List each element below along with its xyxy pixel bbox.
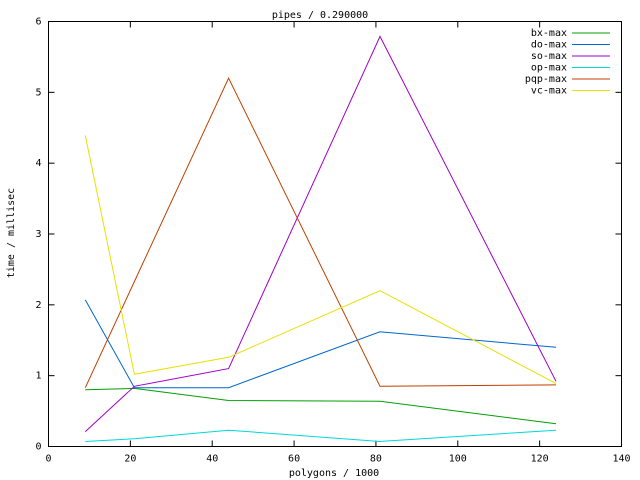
x-tick-label: 100 <box>449 454 467 465</box>
legend-label: so-max <box>531 51 567 62</box>
y-tick-label: 4 <box>35 158 41 169</box>
y-tick-label: 5 <box>35 87 41 98</box>
x-tick-label: 120 <box>531 454 549 465</box>
y-axis-label: time / millisec <box>6 188 17 278</box>
series-line <box>84 135 557 384</box>
series-line <box>84 35 557 432</box>
chart-title: pipes / 0.290000 <box>272 10 368 21</box>
y-tick-label: 1 <box>35 371 41 382</box>
series-line <box>85 429 557 443</box>
y-tick-label: 0 <box>35 442 41 453</box>
x-tick-label: 0 <box>45 454 51 465</box>
series-line <box>85 387 557 425</box>
x-axis-label: polygons / 1000 <box>289 468 379 479</box>
series-line <box>84 299 557 389</box>
x-tick-label: 140 <box>612 454 630 465</box>
legend-label: pqp-max <box>525 74 567 85</box>
x-tick-label: 20 <box>124 454 136 465</box>
legend-label: op-max <box>531 63 567 74</box>
y-tick-label: 3 <box>35 229 41 240</box>
x-tick-label: 60 <box>288 454 300 465</box>
series-line <box>84 77 557 388</box>
x-tick-label: 80 <box>370 454 382 465</box>
y-tick-label: 2 <box>35 300 41 311</box>
legend-label: do-max <box>531 40 567 51</box>
legend-label: vc-max <box>531 86 567 97</box>
y-tick-label: 6 <box>35 17 41 28</box>
legend-label: bx-max <box>531 28 567 39</box>
x-tick-label: 40 <box>206 454 218 465</box>
